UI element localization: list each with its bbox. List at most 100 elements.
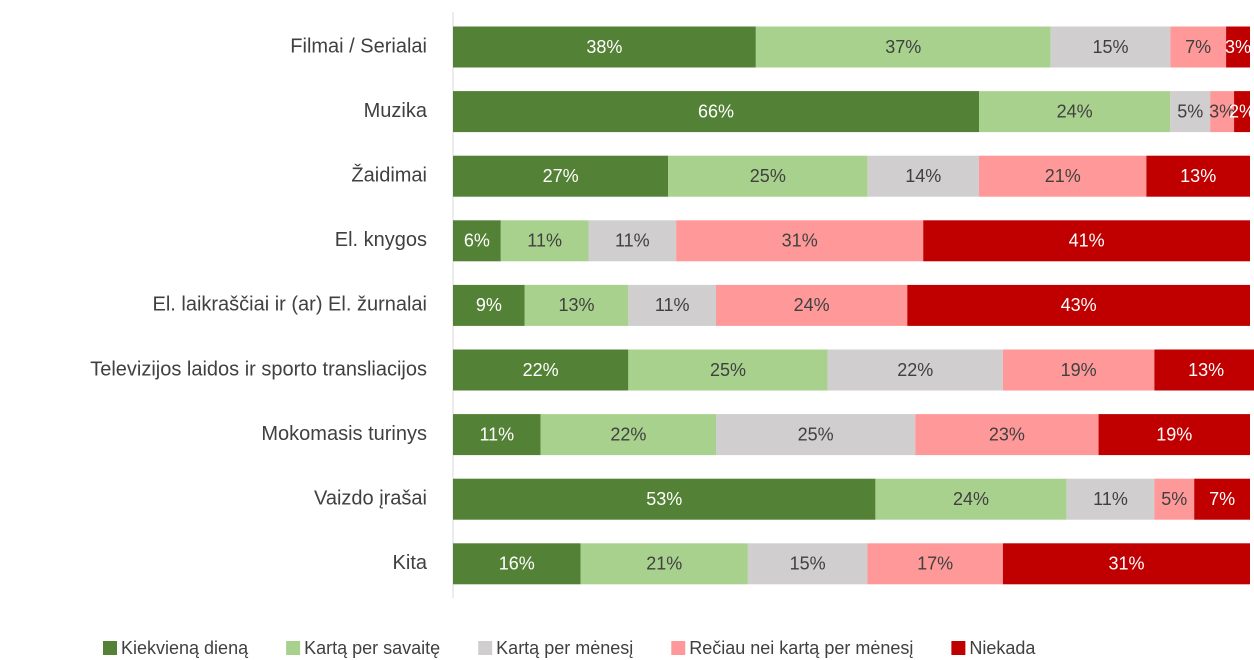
value-label: 22%	[523, 360, 559, 380]
legend-label: Kartą per mėnesį	[496, 638, 633, 658]
value-label: 27%	[543, 166, 579, 186]
value-label: 11%	[527, 231, 562, 251]
bar-segment	[540, 414, 717, 456]
value-label: 21%	[646, 554, 682, 574]
bar-segment	[676, 220, 924, 262]
value-label: 3%	[1225, 37, 1251, 57]
value-label: 17%	[917, 554, 953, 574]
value-label: 41%	[1069, 231, 1105, 251]
bar-segment	[1154, 349, 1254, 391]
bar-segment	[979, 155, 1147, 197]
bar-segment	[628, 349, 828, 391]
bar-segment	[500, 220, 589, 262]
bar-segment	[524, 284, 629, 326]
bar-segment	[915, 414, 1099, 456]
value-label: 25%	[750, 166, 786, 186]
bar-segment	[453, 543, 581, 585]
bar-segment	[875, 478, 1067, 520]
category-label: El. knygos	[335, 229, 427, 251]
bar-segment	[827, 349, 1003, 391]
bar-segment	[1146, 155, 1250, 197]
value-label: 13%	[1188, 360, 1224, 380]
value-label: 66%	[698, 101, 734, 121]
value-label: 22%	[897, 360, 933, 380]
bar-segment	[867, 155, 980, 197]
value-label: 2%	[1229, 101, 1254, 121]
value-label: 6%	[464, 231, 490, 251]
bar-segment	[1234, 91, 1250, 133]
value-label: 5%	[1177, 101, 1203, 121]
legend-swatch	[103, 641, 117, 655]
bar-segment	[1050, 26, 1171, 68]
value-label: 11%	[655, 295, 690, 315]
category-label: Muzika	[364, 100, 428, 122]
bar-segment	[1002, 543, 1250, 585]
value-label: 53%	[646, 489, 682, 509]
value-label: 3%	[1209, 101, 1235, 121]
value-label: 15%	[1093, 37, 1129, 57]
value-label: 5%	[1161, 489, 1187, 509]
value-label: 11%	[615, 231, 650, 251]
bar-segment	[1194, 478, 1250, 520]
value-label: 9%	[476, 295, 502, 315]
value-label: 25%	[710, 360, 746, 380]
legend-swatch	[671, 641, 686, 655]
bar-segment	[453, 220, 501, 262]
value-label: 15%	[790, 554, 826, 574]
value-label: 31%	[1108, 554, 1144, 574]
bar-segment	[668, 155, 868, 197]
value-label: 19%	[1061, 360, 1097, 380]
bar-segment	[755, 26, 1051, 68]
value-label: 13%	[559, 295, 595, 315]
value-label: 22%	[610, 424, 646, 444]
bar-segment	[453, 155, 669, 197]
value-label: 11%	[1093, 489, 1128, 509]
bar-segment	[907, 284, 1250, 326]
value-label: 38%	[586, 37, 622, 57]
category-label: Mokomasis turinys	[261, 423, 427, 445]
value-label: 43%	[1061, 295, 1097, 315]
legend-label: Kartą per savaitę	[304, 638, 440, 658]
legend-swatch	[478, 641, 493, 655]
value-label: 24%	[1057, 101, 1093, 121]
value-label: 7%	[1209, 489, 1235, 509]
value-label: 24%	[953, 489, 989, 509]
bar-segment	[979, 91, 1171, 133]
bar-segment	[1170, 26, 1227, 68]
bar-segment	[716, 414, 916, 456]
bar-segment	[453, 26, 756, 68]
bar-segment	[453, 284, 525, 326]
value-label: 11%	[479, 424, 514, 444]
value-label: 13%	[1180, 166, 1216, 186]
bar-segment	[1002, 349, 1155, 391]
bar-segment	[588, 220, 677, 262]
bar-segment	[1210, 91, 1235, 133]
value-label: 31%	[782, 231, 818, 251]
category-label: Žaidimai	[351, 163, 427, 186]
bar-segment	[580, 543, 748, 585]
bar-segment	[1154, 478, 1195, 520]
bar-segment	[628, 284, 717, 326]
legend-label: Rečiau nei kartą per mėnesį	[689, 638, 913, 658]
value-label: 21%	[1045, 166, 1081, 186]
category-label: El. laikraščiai ir (ar) El. žurnalai	[152, 294, 427, 316]
legend-label: Niekada	[969, 638, 1036, 658]
bar-segment	[1226, 26, 1250, 68]
value-label: 19%	[1156, 424, 1192, 444]
value-label: 37%	[885, 37, 921, 57]
legend-swatch	[951, 641, 966, 655]
bar-segment	[1066, 478, 1155, 520]
value-label: 25%	[798, 424, 834, 444]
bar-segment	[867, 543, 1003, 585]
category-label: Kita	[393, 552, 428, 574]
bar-segment	[1170, 91, 1211, 133]
value-label: 24%	[794, 295, 830, 315]
category-label: Filmai / Serialai	[290, 35, 427, 57]
value-label: 14%	[905, 166, 941, 186]
value-label: 7%	[1185, 37, 1211, 57]
value-label: 23%	[989, 424, 1025, 444]
bar-segment	[453, 478, 876, 520]
bar-segment	[453, 349, 629, 391]
bar-segment	[716, 284, 908, 326]
